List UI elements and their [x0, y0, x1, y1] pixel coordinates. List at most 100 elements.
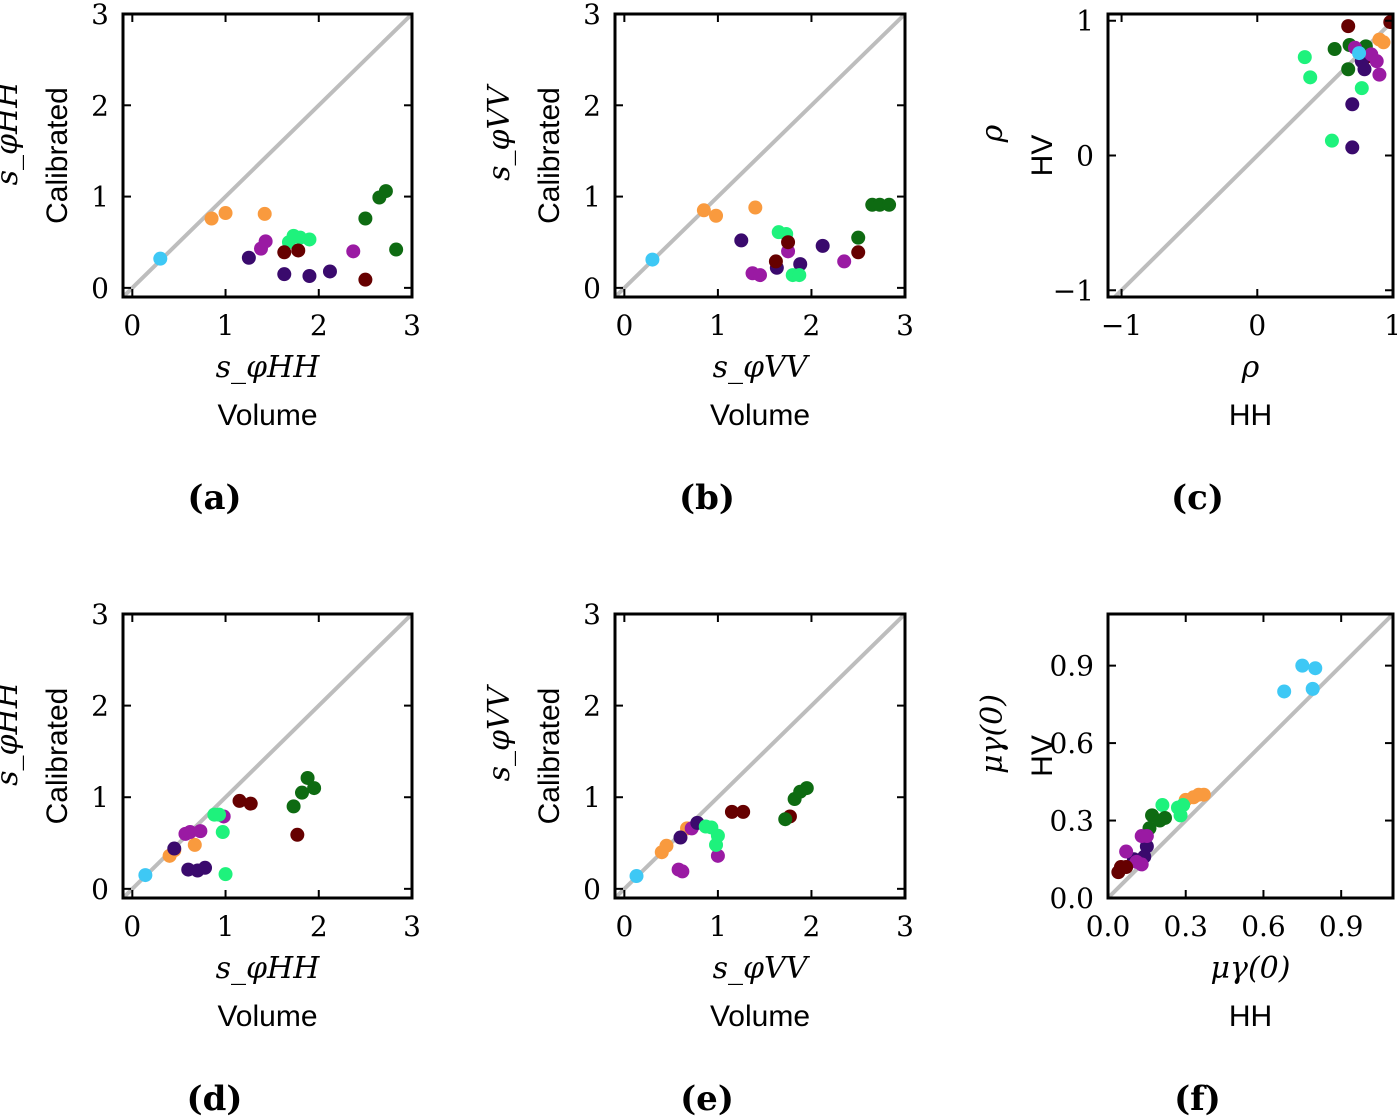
data-point: [1352, 46, 1366, 60]
data-point: [290, 828, 304, 842]
x-axis-label-symbol: s_φVV: [713, 350, 811, 385]
y-tick-label: 0: [91, 873, 109, 906]
y-tick-label: 0.0: [1049, 882, 1094, 915]
data-point: [1341, 19, 1355, 33]
data-point: [259, 234, 273, 248]
x-tick-label: 1: [217, 910, 235, 943]
y-tick-label: 0: [583, 873, 601, 906]
x-tick-label: 3: [896, 910, 914, 943]
x-tick-label: 2: [310, 910, 328, 943]
x-axis-label: HH: [1229, 1000, 1272, 1033]
data-point: [1295, 659, 1309, 673]
y-tick-label: 3: [91, 598, 109, 631]
x-tick-label: 0.6: [1241, 910, 1286, 943]
data-point: [851, 245, 865, 259]
y-tick-label: 0.9: [1049, 650, 1094, 683]
data-point: [358, 273, 372, 287]
y-axis-label: Calibrated: [41, 688, 74, 825]
x-tick-label: 0: [123, 910, 141, 943]
data-point: [851, 231, 865, 245]
y-tick-label: 3: [583, 0, 601, 31]
data-point: [277, 267, 291, 281]
panel-c: −1 0 1 −1 0 1 ρ HH ρ HV (c): [972, 0, 1397, 518]
data-point: [219, 867, 233, 881]
y-tick-label: 1: [91, 181, 109, 214]
x-tick-label: 0: [615, 910, 633, 943]
y-axis-label-symbol: s_φHH: [0, 681, 25, 786]
x-tick-label: 0: [123, 309, 141, 342]
data-point: [277, 245, 291, 259]
panel-d: 0 1 2 3 0 1 2 3 s_φHH Volume s_φHH Calibrated (d): [0, 522, 505, 1119]
data-point: [1119, 860, 1133, 874]
data-point: [219, 206, 233, 220]
y-axis-label: Calibrated: [533, 87, 566, 224]
data-point: [1345, 97, 1359, 111]
y-axis-label: Calibrated: [533, 688, 566, 825]
data-point: [323, 264, 337, 278]
panel-label: (e): [680, 1079, 734, 1119]
panel-label: (b): [679, 478, 735, 518]
data-point: [1140, 829, 1154, 843]
data-point: [837, 254, 851, 268]
y-tick-label: 2: [91, 690, 109, 723]
data-point: [1197, 788, 1211, 802]
y-tick-label: −1: [1053, 274, 1094, 307]
data-point: [645, 253, 659, 267]
data-point: [630, 869, 644, 883]
panel-label: (c): [1171, 478, 1224, 518]
data-point: [302, 232, 316, 246]
data-point: [816, 239, 830, 253]
data-point: [1377, 35, 1391, 49]
data-point: [882, 198, 896, 212]
panel-label: (d): [187, 1079, 243, 1119]
data-point: [748, 201, 762, 215]
data-point: [1306, 682, 1320, 696]
data-point: [711, 829, 725, 843]
figure: 0 1 2 3 0 1 2 3 s_φHH Volume s_φHH Calibrated (a) 0 1 2…: [0, 0, 1397, 1120]
x-axis-label-symbol: μγ(0): [1211, 951, 1291, 986]
y-tick-label: 3: [91, 0, 109, 31]
data-point: [358, 211, 372, 225]
data-point: [1372, 68, 1386, 82]
x-tick-label: 2: [803, 910, 821, 943]
y-tick-label: 2: [583, 690, 601, 723]
panel-label: (a): [187, 478, 241, 518]
x-tick-label: 3: [403, 910, 421, 943]
data-point: [1298, 50, 1312, 64]
data-point: [1155, 798, 1169, 812]
x-axis-label-symbol: s_φHH: [216, 951, 321, 986]
x-tick-label: 2: [310, 309, 328, 342]
y-axis-label: HV: [1026, 135, 1059, 177]
x-axis-label-symbol: s_φVV: [713, 951, 811, 986]
data-point: [792, 268, 806, 282]
x-axis-label: Volume: [710, 399, 810, 432]
data-point: [295, 786, 309, 800]
data-point: [1358, 62, 1372, 76]
data-point: [1328, 42, 1342, 56]
data-point: [1370, 54, 1384, 68]
x-tick-label: 0: [1248, 309, 1266, 342]
panel-a: 0 1 2 3 0 1 2 3 s_φHH Volume s_φHH Calibrated (a): [0, 0, 505, 518]
data-point: [1345, 140, 1359, 154]
data-point: [205, 211, 219, 225]
y-axis-label-symbol: μγ(0): [975, 694, 1010, 774]
x-axis-label-symbol: ρ: [1241, 350, 1260, 385]
x-tick-label: 2: [803, 309, 821, 342]
y-axis-label-symbol: s_φVV: [482, 683, 517, 781]
data-point: [778, 812, 792, 826]
data-point: [346, 244, 360, 258]
data-point: [1341, 62, 1355, 76]
data-point: [1308, 661, 1322, 675]
x-axis-label: Volume: [217, 1000, 317, 1033]
identity-line: [849, 356, 1397, 1120]
x-tick-label: 0.9: [1319, 910, 1364, 943]
y-axis-label: HV: [1026, 735, 1059, 777]
x-tick-label: 0: [615, 309, 633, 342]
data-point: [697, 203, 711, 217]
data-point: [244, 797, 258, 811]
y-axis-label-symbol: ρ: [975, 124, 1010, 143]
y-tick-label: 0.3: [1049, 805, 1094, 838]
y-tick-label: 1: [91, 781, 109, 814]
y-tick-label: 1: [1076, 5, 1094, 38]
y-tick-label: 0: [583, 272, 601, 305]
